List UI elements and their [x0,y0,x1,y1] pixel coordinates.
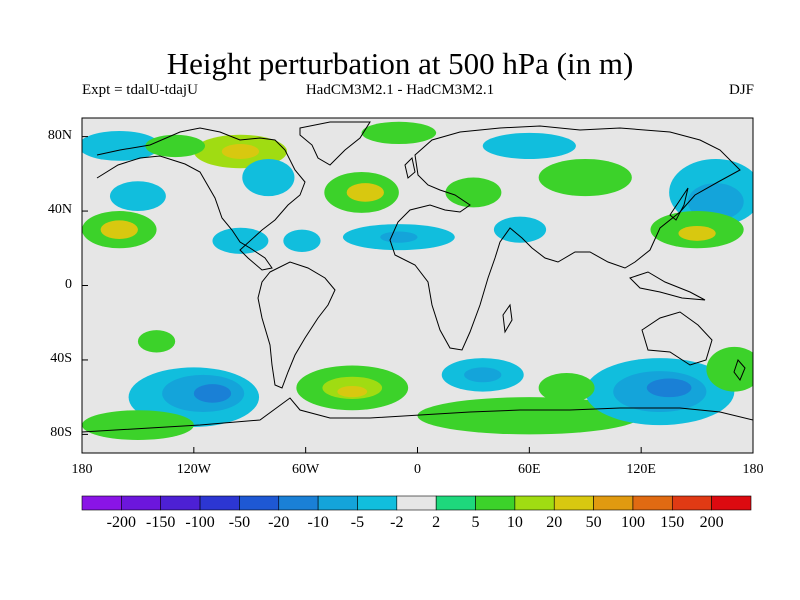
field-anomaly-15 [445,178,501,208]
colorbar-swatch-5 [279,496,318,510]
colorbar [82,496,751,510]
lat-label-0: 80N [40,128,72,144]
field-anomaly-38 [82,410,194,440]
field-anomaly-14 [380,232,417,243]
lat-label-2: 0 [40,277,72,293]
colorbar-swatch-4 [239,496,278,510]
colorbar-label-12: 50 [574,514,614,532]
colorbar-swatch-12 [554,496,593,510]
colorbar-label-6: -5 [337,514,377,532]
colorbar-label-15: 200 [692,514,732,532]
lat-label-3: 40S [40,351,72,367]
lon-label-4: 60E [499,462,559,478]
colorbar-label-0: -200 [101,514,141,532]
colorbar-label-7: -2 [377,514,417,532]
field-anomaly-36 [539,373,595,403]
lon-label-1: 120W [164,462,224,478]
field-anomaly-12 [347,183,384,202]
colorbar-swatch-1 [121,496,160,510]
lon-label-0: 180 [52,462,112,478]
colorbar-swatch-15 [672,496,711,510]
colorbar-label-14: 150 [652,514,692,532]
field-anomaly-18 [483,133,576,159]
field-anomaly-7 [101,220,138,239]
field-anomaly-10 [242,159,294,196]
lon-label-5: 120E [611,462,671,478]
field-anomaly-37 [706,347,762,392]
colorbar-swatch-9 [436,496,475,510]
lon-label-6: 180 [723,462,783,478]
field-anomaly-29 [337,386,367,397]
field-anomaly-26 [138,330,175,352]
colorbar-swatch-3 [200,496,239,510]
field-anomaly-5 [110,181,166,211]
colorbar-swatch-16 [712,496,751,510]
colorbar-label-1: -150 [141,514,181,532]
colorbar-label-9: 5 [456,514,496,532]
field-anomaly-35 [647,379,692,398]
field-anomaly-9 [283,230,320,252]
colorbar-swatch-2 [161,496,200,510]
colorbar-label-8: 2 [416,514,456,532]
lat-label-4: 80S [40,425,72,441]
colorbar-label-3: -50 [219,514,259,532]
lon-label-2: 60W [276,462,336,478]
colorbar-swatch-11 [515,496,554,510]
field-anomaly-17 [539,159,632,196]
colorbar-label-13: 100 [613,514,653,532]
colorbar-label-11: 20 [534,514,574,532]
lat-label-1: 40N [40,202,72,218]
field-anomaly-3 [145,135,205,157]
colorbar-swatch-7 [357,496,396,510]
colorbar-swatch-0 [82,496,121,510]
colorbar-swatch-13 [594,496,633,510]
field-anomaly-31 [464,367,501,382]
colorbar-label-2: -100 [180,514,220,532]
field-anomaly-22 [678,226,715,241]
colorbar-swatch-8 [397,496,436,510]
field-anomaly-1 [222,144,259,159]
colorbar-swatch-6 [318,496,357,510]
colorbar-label-10: 10 [495,514,535,532]
field-anomaly-4 [362,122,437,144]
colorbar-swatch-10 [476,496,515,510]
colorbar-swatch-14 [633,496,672,510]
colorbar-label-5: -10 [298,514,338,532]
field-anomaly-25 [194,384,231,403]
colorbar-label-4: -20 [259,514,299,532]
lon-label-3: 0 [388,462,448,478]
